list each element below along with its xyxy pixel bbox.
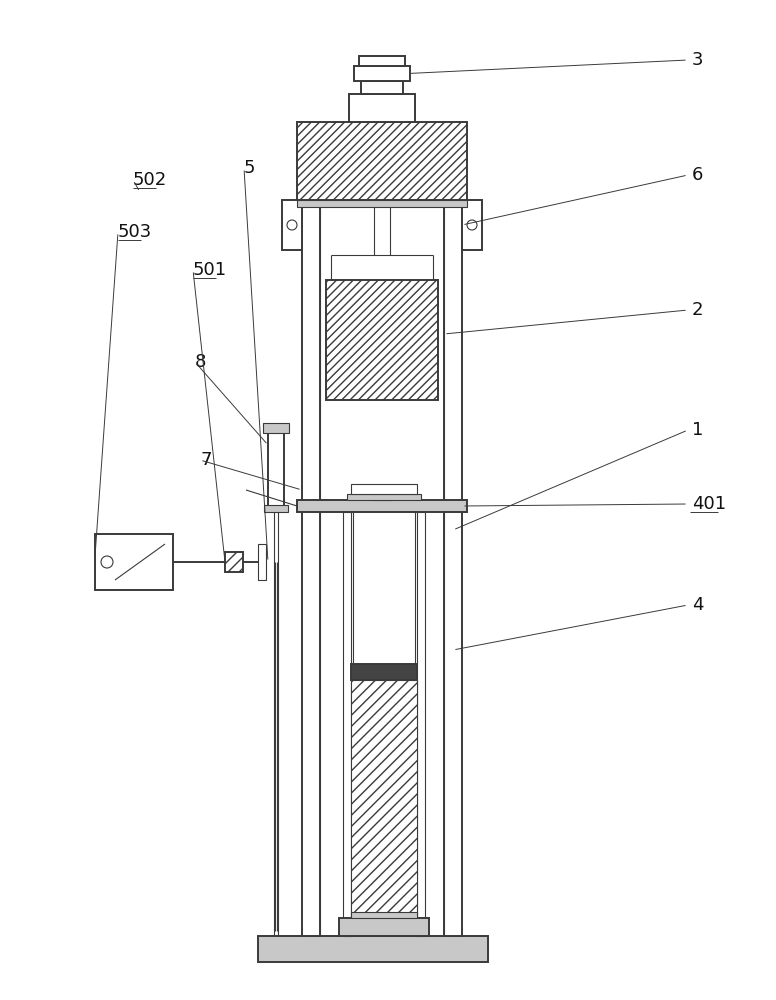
Bar xyxy=(351,484,417,494)
Bar xyxy=(351,912,417,918)
Bar xyxy=(339,918,429,936)
Bar xyxy=(297,200,467,207)
Circle shape xyxy=(467,220,477,230)
Bar xyxy=(264,505,288,512)
Text: 1: 1 xyxy=(692,421,703,439)
Bar xyxy=(373,491,391,500)
Text: 502: 502 xyxy=(133,171,168,189)
Bar xyxy=(258,544,266,580)
Bar xyxy=(302,160,320,936)
Bar xyxy=(351,664,417,680)
Circle shape xyxy=(101,556,113,568)
Bar xyxy=(347,494,421,500)
Text: 7: 7 xyxy=(200,451,212,469)
Bar xyxy=(361,81,403,94)
Bar xyxy=(263,423,289,433)
Bar xyxy=(444,160,462,936)
Bar xyxy=(343,512,351,936)
Bar xyxy=(282,200,302,250)
Text: 5: 5 xyxy=(244,159,255,177)
Text: 401: 401 xyxy=(692,495,726,513)
Bar xyxy=(297,500,467,512)
Bar xyxy=(349,94,415,122)
Bar xyxy=(258,936,488,962)
Bar xyxy=(225,552,243,572)
Text: 503: 503 xyxy=(118,223,152,241)
Bar xyxy=(417,512,425,936)
Bar xyxy=(368,487,397,491)
Circle shape xyxy=(287,220,297,230)
Text: 2: 2 xyxy=(692,301,704,319)
Bar xyxy=(326,280,438,400)
Bar xyxy=(268,427,284,512)
Text: 8: 8 xyxy=(195,353,206,371)
Text: 6: 6 xyxy=(692,166,703,184)
Bar xyxy=(359,56,405,66)
Text: 4: 4 xyxy=(692,596,704,614)
Bar xyxy=(297,122,467,200)
Text: 3: 3 xyxy=(692,51,704,69)
Bar xyxy=(95,534,173,590)
Text: 501: 501 xyxy=(193,261,227,279)
Bar xyxy=(462,200,482,250)
Bar xyxy=(351,680,417,916)
Bar xyxy=(354,66,410,81)
